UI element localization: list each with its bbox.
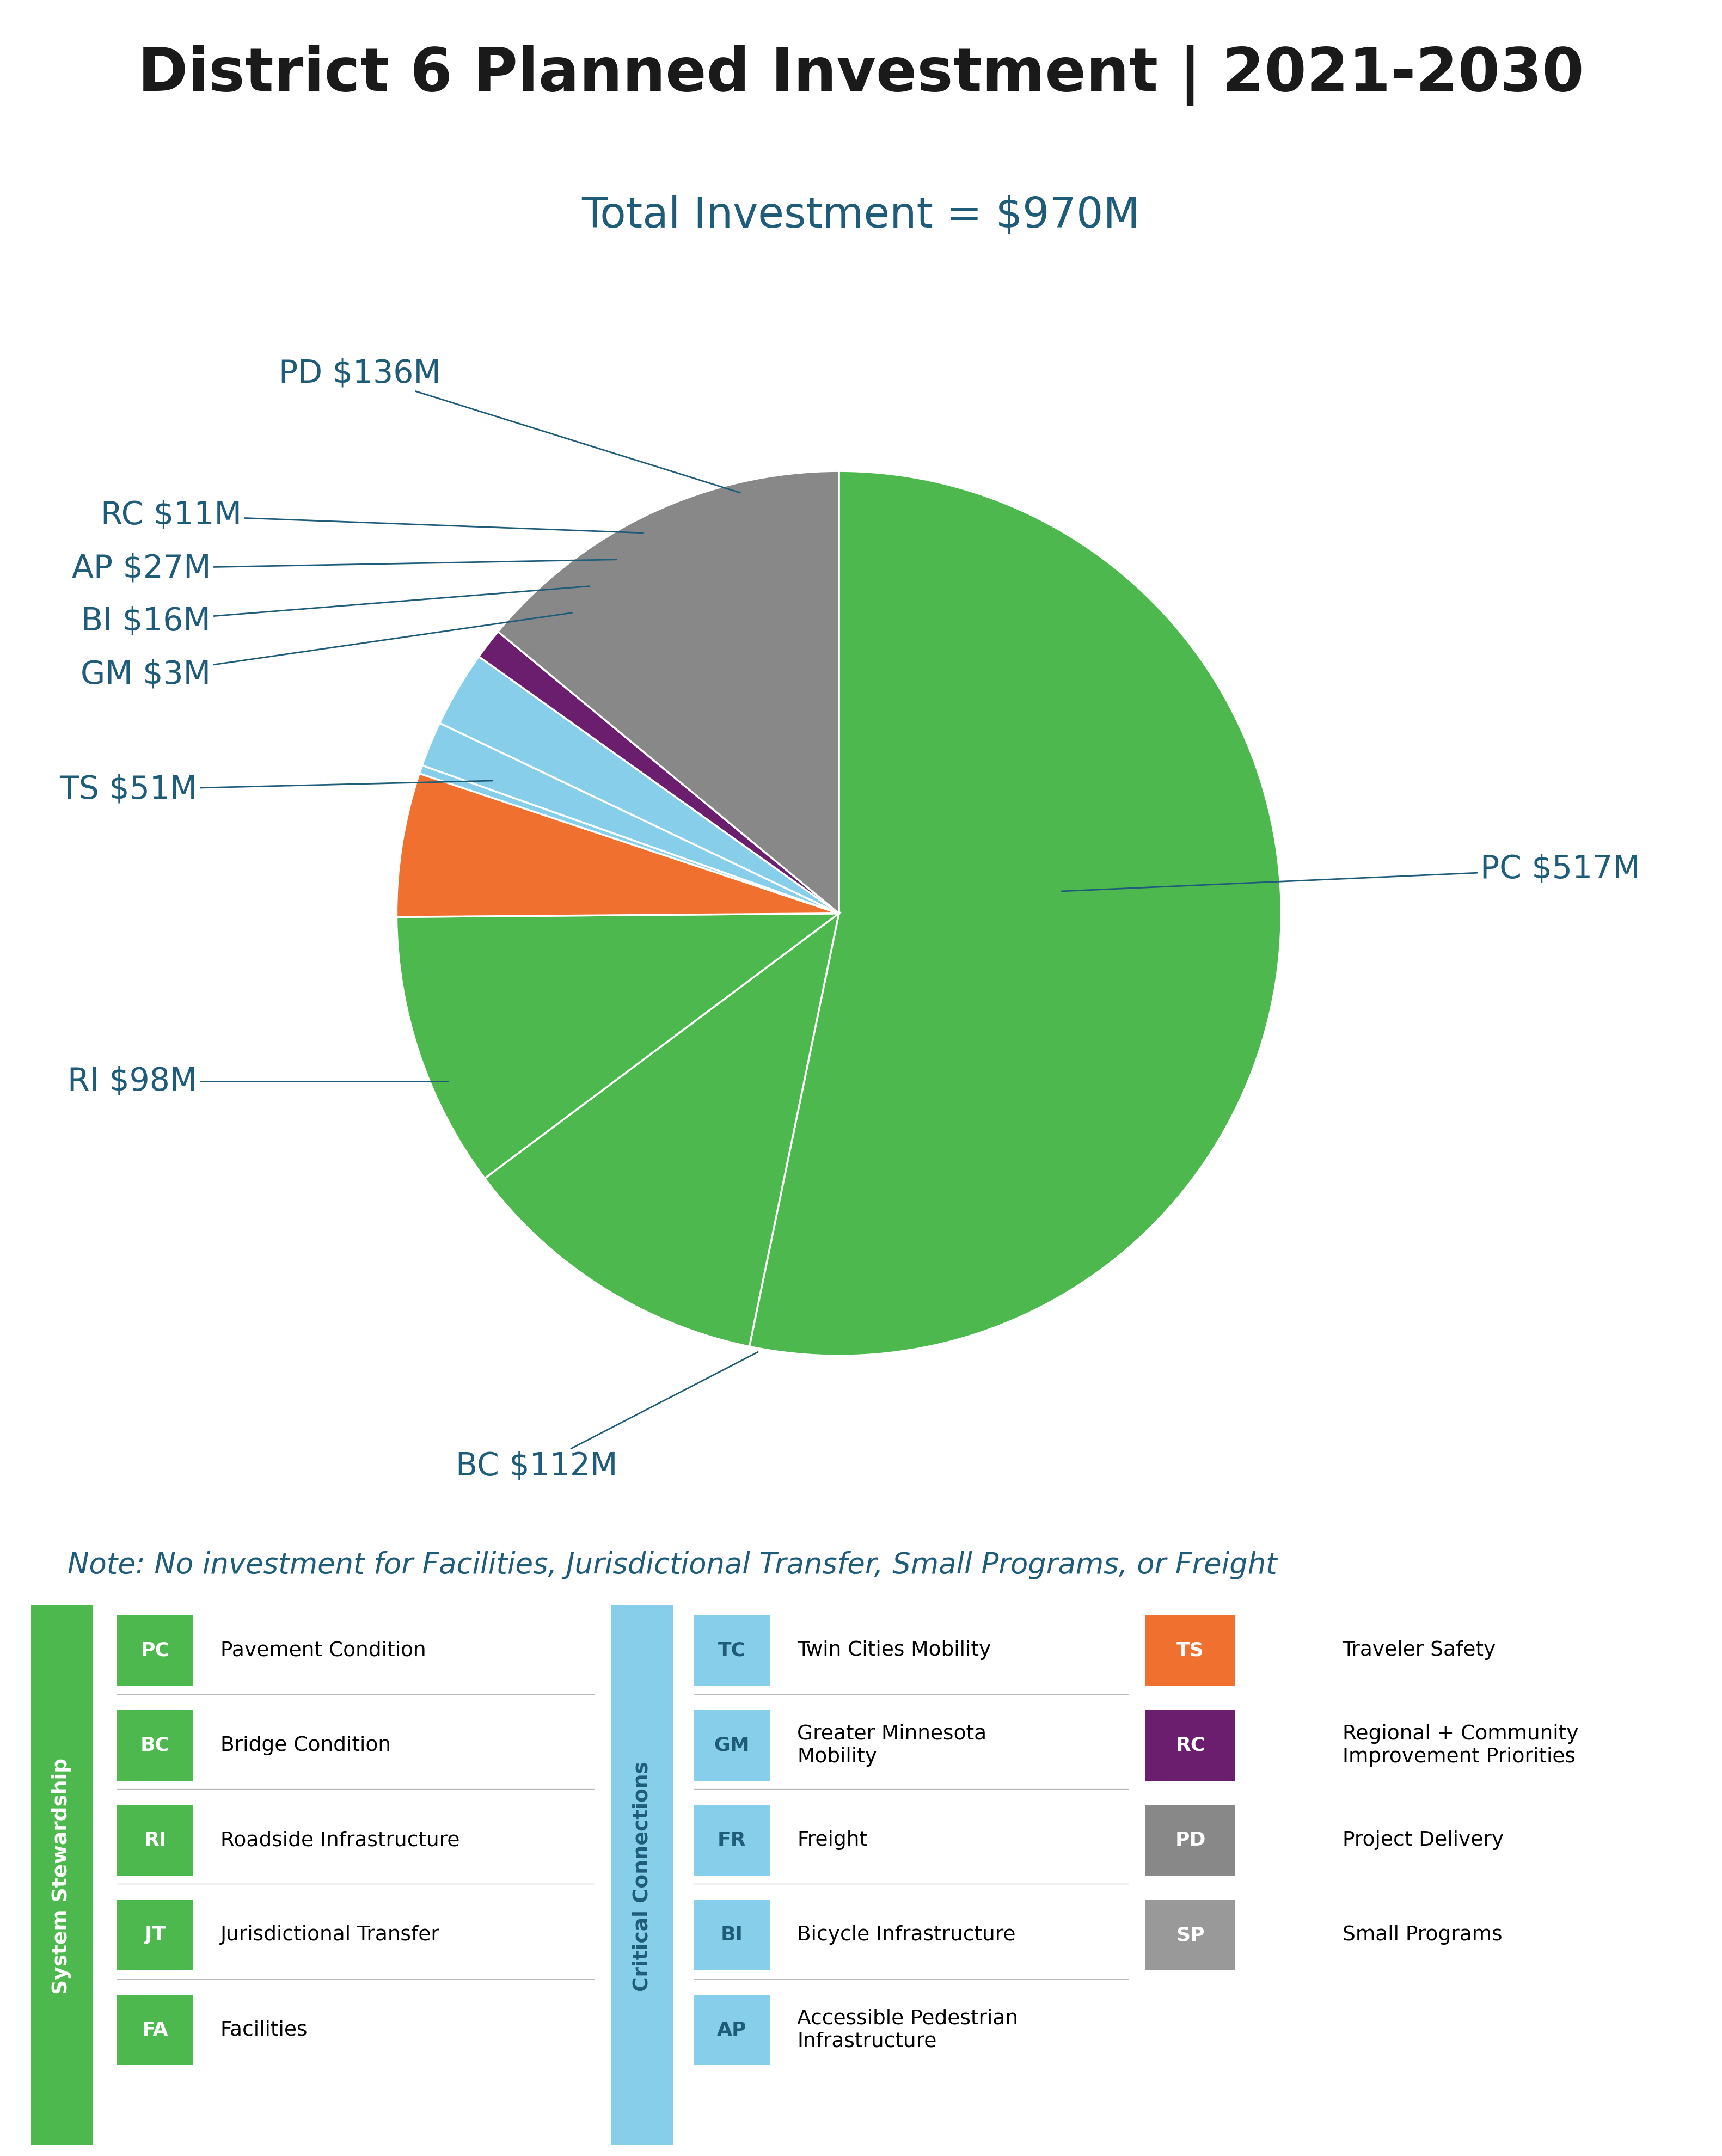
FancyBboxPatch shape: [1145, 1805, 1236, 1876]
Text: Bridge Condition: Bridge Condition: [220, 1736, 391, 1755]
Wedge shape: [749, 470, 1281, 1356]
Text: TS $51M: TS $51M: [60, 774, 492, 804]
Text: GM $3M: GM $3M: [81, 612, 572, 690]
Text: RI: RI: [145, 1830, 167, 1850]
Text: Pavement Condition: Pavement Condition: [220, 1641, 425, 1660]
FancyBboxPatch shape: [694, 1994, 770, 2065]
Text: PD $136M: PD $136M: [279, 358, 740, 494]
Wedge shape: [484, 914, 839, 1347]
Text: Twin Cities Mobility: Twin Cities Mobility: [797, 1641, 992, 1660]
Text: Bicycle Infrastructure: Bicycle Infrastructure: [797, 1925, 1016, 1945]
FancyBboxPatch shape: [694, 1899, 770, 1971]
Text: Note: No investment for Facilities, Jurisdictional Transfer, Small Programs, or : Note: No investment for Facilities, Juri…: [67, 1550, 1278, 1580]
FancyBboxPatch shape: [117, 1899, 193, 1971]
Text: Facilities: Facilities: [220, 2020, 308, 2040]
FancyBboxPatch shape: [1145, 1899, 1236, 1971]
Text: SP: SP: [1176, 1925, 1205, 1945]
Text: Traveler Safety: Traveler Safety: [1343, 1641, 1496, 1660]
Text: Freight: Freight: [797, 1830, 868, 1850]
Text: District 6 Planned Investment | 2021-2030: District 6 Planned Investment | 2021-203…: [138, 45, 1584, 106]
Text: PD: PD: [1174, 1830, 1205, 1850]
Text: GM: GM: [715, 1736, 749, 1755]
Text: Roadside Infrastructure: Roadside Infrastructure: [220, 1830, 460, 1850]
Wedge shape: [439, 658, 839, 914]
Text: System Stewardship: System Stewardship: [52, 1759, 72, 1994]
Wedge shape: [396, 914, 839, 1179]
Wedge shape: [418, 765, 839, 914]
FancyBboxPatch shape: [117, 1994, 193, 2065]
Text: TS: TS: [1176, 1641, 1204, 1660]
FancyBboxPatch shape: [31, 1606, 93, 2145]
Text: Greater Minnesota
Mobility: Greater Minnesota Mobility: [797, 1725, 987, 1766]
Text: Total Investment = $970M: Total Investment = $970M: [582, 194, 1140, 237]
FancyBboxPatch shape: [117, 1615, 193, 1686]
Text: Critical Connections: Critical Connections: [632, 1761, 653, 1992]
Text: PC: PC: [141, 1641, 169, 1660]
Text: BI: BI: [722, 1925, 744, 1945]
FancyBboxPatch shape: [117, 1710, 193, 1781]
Text: AP $27M: AP $27M: [72, 552, 616, 584]
Text: BI $16M: BI $16M: [81, 586, 589, 636]
FancyBboxPatch shape: [117, 1805, 193, 1876]
Text: JT: JT: [145, 1925, 165, 1945]
Text: Project Delivery: Project Delivery: [1343, 1830, 1503, 1850]
Text: Small Programs: Small Programs: [1343, 1925, 1502, 1945]
Text: RC: RC: [1176, 1736, 1205, 1755]
Text: FR: FR: [718, 1830, 746, 1850]
FancyBboxPatch shape: [694, 1615, 770, 1686]
Wedge shape: [396, 774, 839, 916]
Text: RC $11M: RC $11M: [100, 500, 642, 533]
Text: PC $517M: PC $517M: [1061, 854, 1639, 890]
FancyBboxPatch shape: [694, 1710, 770, 1781]
Text: Jurisdictional Transfer: Jurisdictional Transfer: [220, 1925, 439, 1945]
FancyBboxPatch shape: [1145, 1615, 1236, 1686]
Wedge shape: [479, 632, 839, 914]
FancyBboxPatch shape: [1145, 1710, 1236, 1781]
Text: FA: FA: [141, 2020, 169, 2040]
Text: TC: TC: [718, 1641, 746, 1660]
Text: AP: AP: [716, 2020, 747, 2040]
FancyBboxPatch shape: [611, 1606, 673, 2145]
Text: BC $112M: BC $112M: [456, 1352, 758, 1481]
FancyBboxPatch shape: [694, 1805, 770, 1876]
Text: RI $98M: RI $98M: [67, 1065, 448, 1097]
Text: BC: BC: [141, 1736, 170, 1755]
Text: Accessible Pedestrian
Infrastructure: Accessible Pedestrian Infrastructure: [797, 2009, 1018, 2050]
Wedge shape: [422, 722, 839, 914]
Wedge shape: [498, 470, 839, 914]
Text: Regional + Community
Improvement Priorities: Regional + Community Improvement Priorit…: [1343, 1725, 1579, 1766]
